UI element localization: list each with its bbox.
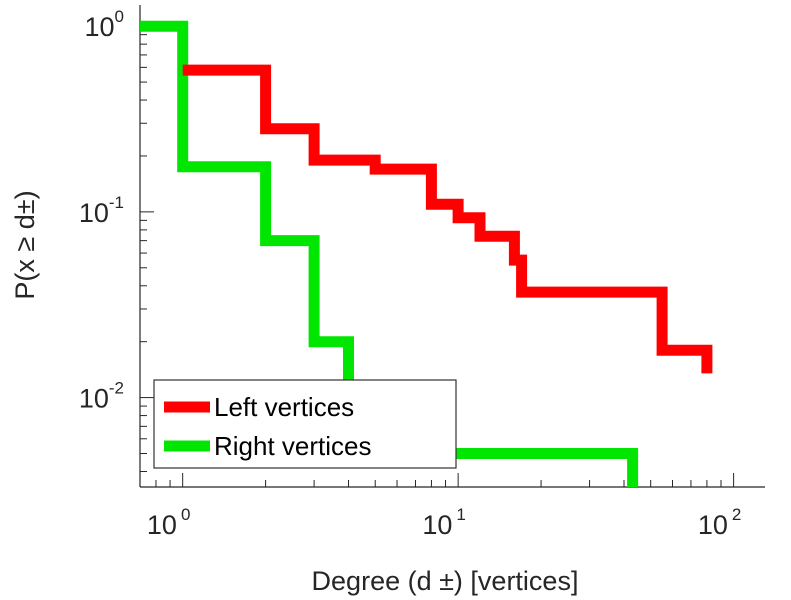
- x-tick-label: 10 0: [147, 505, 191, 540]
- axes: [139, 5, 765, 488]
- y-tick-exponent: -1: [109, 193, 124, 212]
- x-tick-base: 10: [147, 510, 177, 540]
- x-tick-exponent: 1: [456, 505, 465, 524]
- legend-label-left: Left vertices: [214, 392, 354, 422]
- y-tick-exponent: 0: [115, 7, 124, 26]
- x-tick-label: 10 1: [422, 505, 466, 540]
- legend: Left vertices Right vertices: [153, 379, 457, 469]
- x-axis-label: Degree (d ±) [vertices]: [312, 566, 579, 596]
- y-tick-base: 10: [79, 198, 109, 228]
- legend-box: [153, 379, 457, 469]
- x-tick-exponent: 2: [732, 505, 741, 524]
- y-tick-base: 10: [84, 12, 114, 42]
- x-tick-exponent: 0: [181, 505, 190, 524]
- y-axis-label: P(x ≥ d±): [10, 190, 40, 299]
- series-line-0: [182, 64, 713, 374]
- y-tick-exponent: -2: [109, 379, 124, 398]
- y-tick-label: 10-1: [79, 193, 124, 228]
- x-tick-base: 10: [422, 510, 452, 540]
- x-tick-base: 10: [698, 510, 728, 540]
- y-tick-label: 100: [84, 7, 124, 42]
- x-tick-label: 10 2: [698, 505, 742, 540]
- legend-label-right: Right vertices: [214, 431, 372, 461]
- y-tick-base: 10: [79, 384, 109, 414]
- y-tick-label: 10-2: [79, 379, 124, 414]
